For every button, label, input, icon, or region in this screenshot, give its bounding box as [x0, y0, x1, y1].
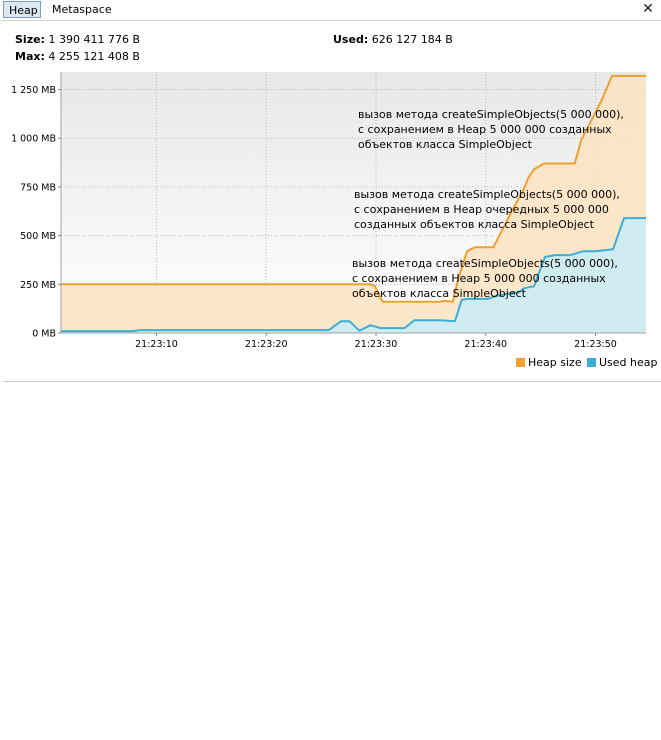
used-summary: Used: 626 127 184 B [333, 33, 453, 46]
chart-annotation: вызов метода createSimpleObjects(5 000 0… [354, 188, 620, 231]
annotation-line: с сохранением в Heap 5 000 000 созданных [352, 272, 606, 285]
annotation-line: вызов метода createSimpleObjects(5 000 0… [358, 108, 624, 121]
legend-label-used-heap: Used heap [599, 356, 658, 369]
legend-swatch-used-heap [587, 358, 596, 367]
tab-heap[interactable]: Heap [3, 1, 41, 18]
chart-annotation: вызов метода createSimpleObjects(5 000 0… [358, 108, 624, 151]
y-tick-label: 750 MB [20, 182, 56, 193]
max-label: Max: [15, 50, 45, 63]
x-tick-label: 21:23:40 [464, 339, 507, 350]
tab-metaspace[interactable]: Metaspace [52, 3, 112, 16]
y-tick-label: 0 MB [32, 329, 56, 340]
max-value: 4 255 121 408 B [48, 50, 140, 63]
size-label: Size: [15, 33, 45, 46]
legend-swatch-heap-size [516, 358, 525, 367]
chart-annotation: вызов метода createSimpleObjects(5 000 0… [352, 257, 618, 300]
close-icon[interactable]: ✕ [642, 1, 654, 17]
series-line-used-heap [61, 217, 646, 333]
tab-bar: Heap Metaspace ✕ [0, 0, 661, 21]
annotation-line: созданных объектов класса SimpleObject [354, 218, 595, 231]
max-summary: Max: 4 255 121 408 B [15, 50, 140, 63]
divider [3, 381, 661, 382]
y-tick-label: 1 000 MB [11, 134, 56, 145]
size-value: 1 390 411 776 B [48, 33, 140, 46]
x-tick-label: 21:23:50 [574, 339, 617, 350]
legend-item-used-heap: Used heap [587, 356, 658, 369]
annotation-line: с сохранением в Heap очередных 5 000 000 [354, 203, 609, 216]
x-tick-label: 21:23:20 [245, 339, 288, 350]
legend-item-heap-size: Heap size [516, 356, 582, 369]
series-line-heap-size [61, 74, 646, 303]
annotation-line: объектов класса SimpleObject [352, 287, 527, 300]
annotation-line: с сохранением в Heap 5 000 000 созданных [358, 123, 612, 136]
annotation-line: вызов метода createSimpleObjects(5 000 0… [354, 188, 620, 201]
legend-label-heap-size: Heap size [528, 356, 582, 369]
series-area-used-heap [61, 218, 646, 333]
size-summary: Size: 1 390 411 776 B [15, 33, 140, 46]
annotation-line: объектов класса SimpleObject [358, 138, 533, 151]
x-tick-label: 21:23:10 [135, 339, 178, 350]
y-tick-label: 1 250 MB [11, 85, 56, 96]
used-label: Used: [333, 33, 369, 46]
y-tick-label: 250 MB [20, 280, 56, 291]
series-area-heap-size [61, 75, 646, 334]
used-value: 626 127 184 B [371, 33, 453, 46]
x-tick-label: 21:23:30 [355, 339, 398, 350]
annotation-line: вызов метода createSimpleObjects(5 000 0… [352, 257, 618, 270]
y-tick-label: 500 MB [20, 231, 56, 242]
heap-chart: 0 MB 250 MB 500 MB 750 MB 1 000 MB 1 250 MB 21… [11, 72, 646, 350]
